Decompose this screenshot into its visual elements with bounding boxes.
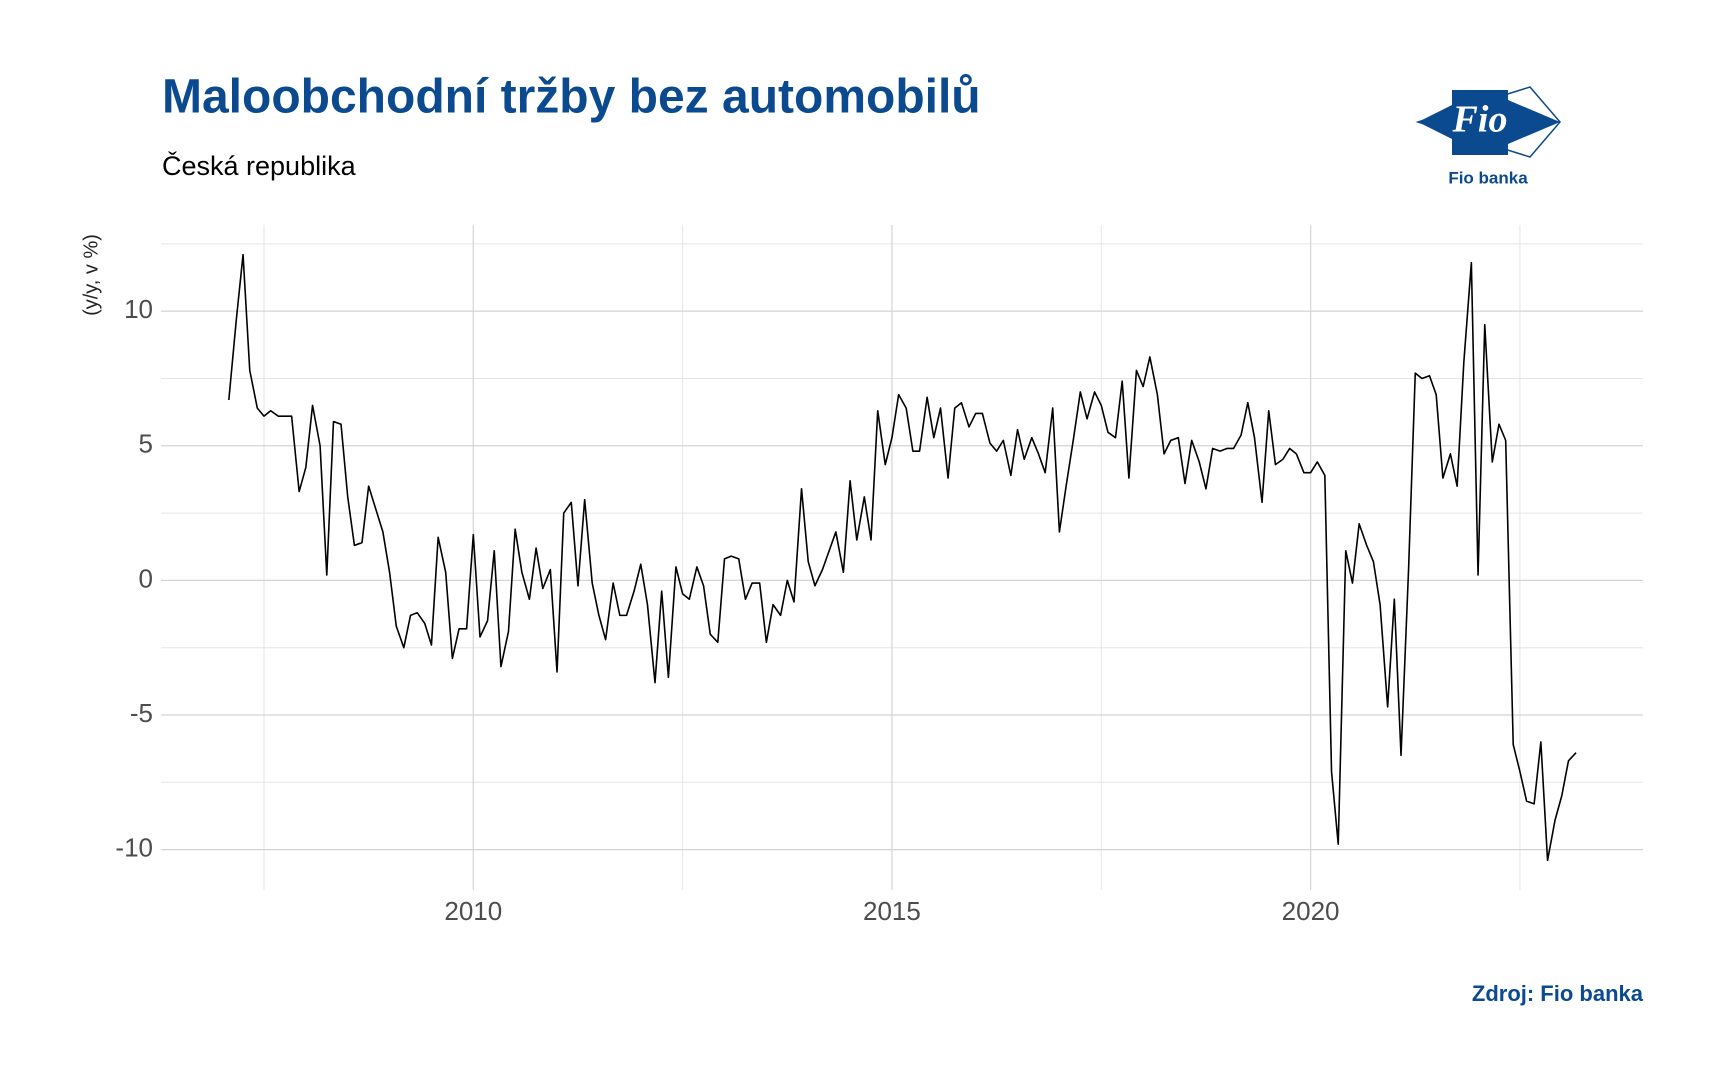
logo-box (1452, 90, 1508, 155)
logo-text: Fio (1452, 99, 1508, 141)
x-tick-label: 2010 (444, 896, 502, 926)
x-tick-label: 2015 (863, 896, 921, 926)
logo-right (1508, 100, 1560, 144)
x-tick-label: 2020 (1282, 896, 1340, 926)
chart-title: Maloobchodní tržby bez automobilů (162, 71, 981, 124)
logo-caption: Fio banka (1448, 168, 1528, 187)
logo-left (1418, 105, 1452, 139)
data-line (228, 253, 1577, 862)
y-tick-label: 0 (139, 563, 153, 593)
source: Zdroj: Fio banka (1472, 981, 1644, 1006)
y-tick-label: 10 (124, 294, 153, 324)
y-tick-label: 5 (139, 429, 153, 459)
logo: Fio Fio banka (1415, 86, 1561, 187)
chart-subtitle: Česká republika (162, 150, 357, 181)
y-axis-label: (y/y, v %) (80, 234, 102, 316)
y-tick-label: -5 (130, 698, 153, 728)
y-tick-label: -10 (115, 832, 153, 862)
